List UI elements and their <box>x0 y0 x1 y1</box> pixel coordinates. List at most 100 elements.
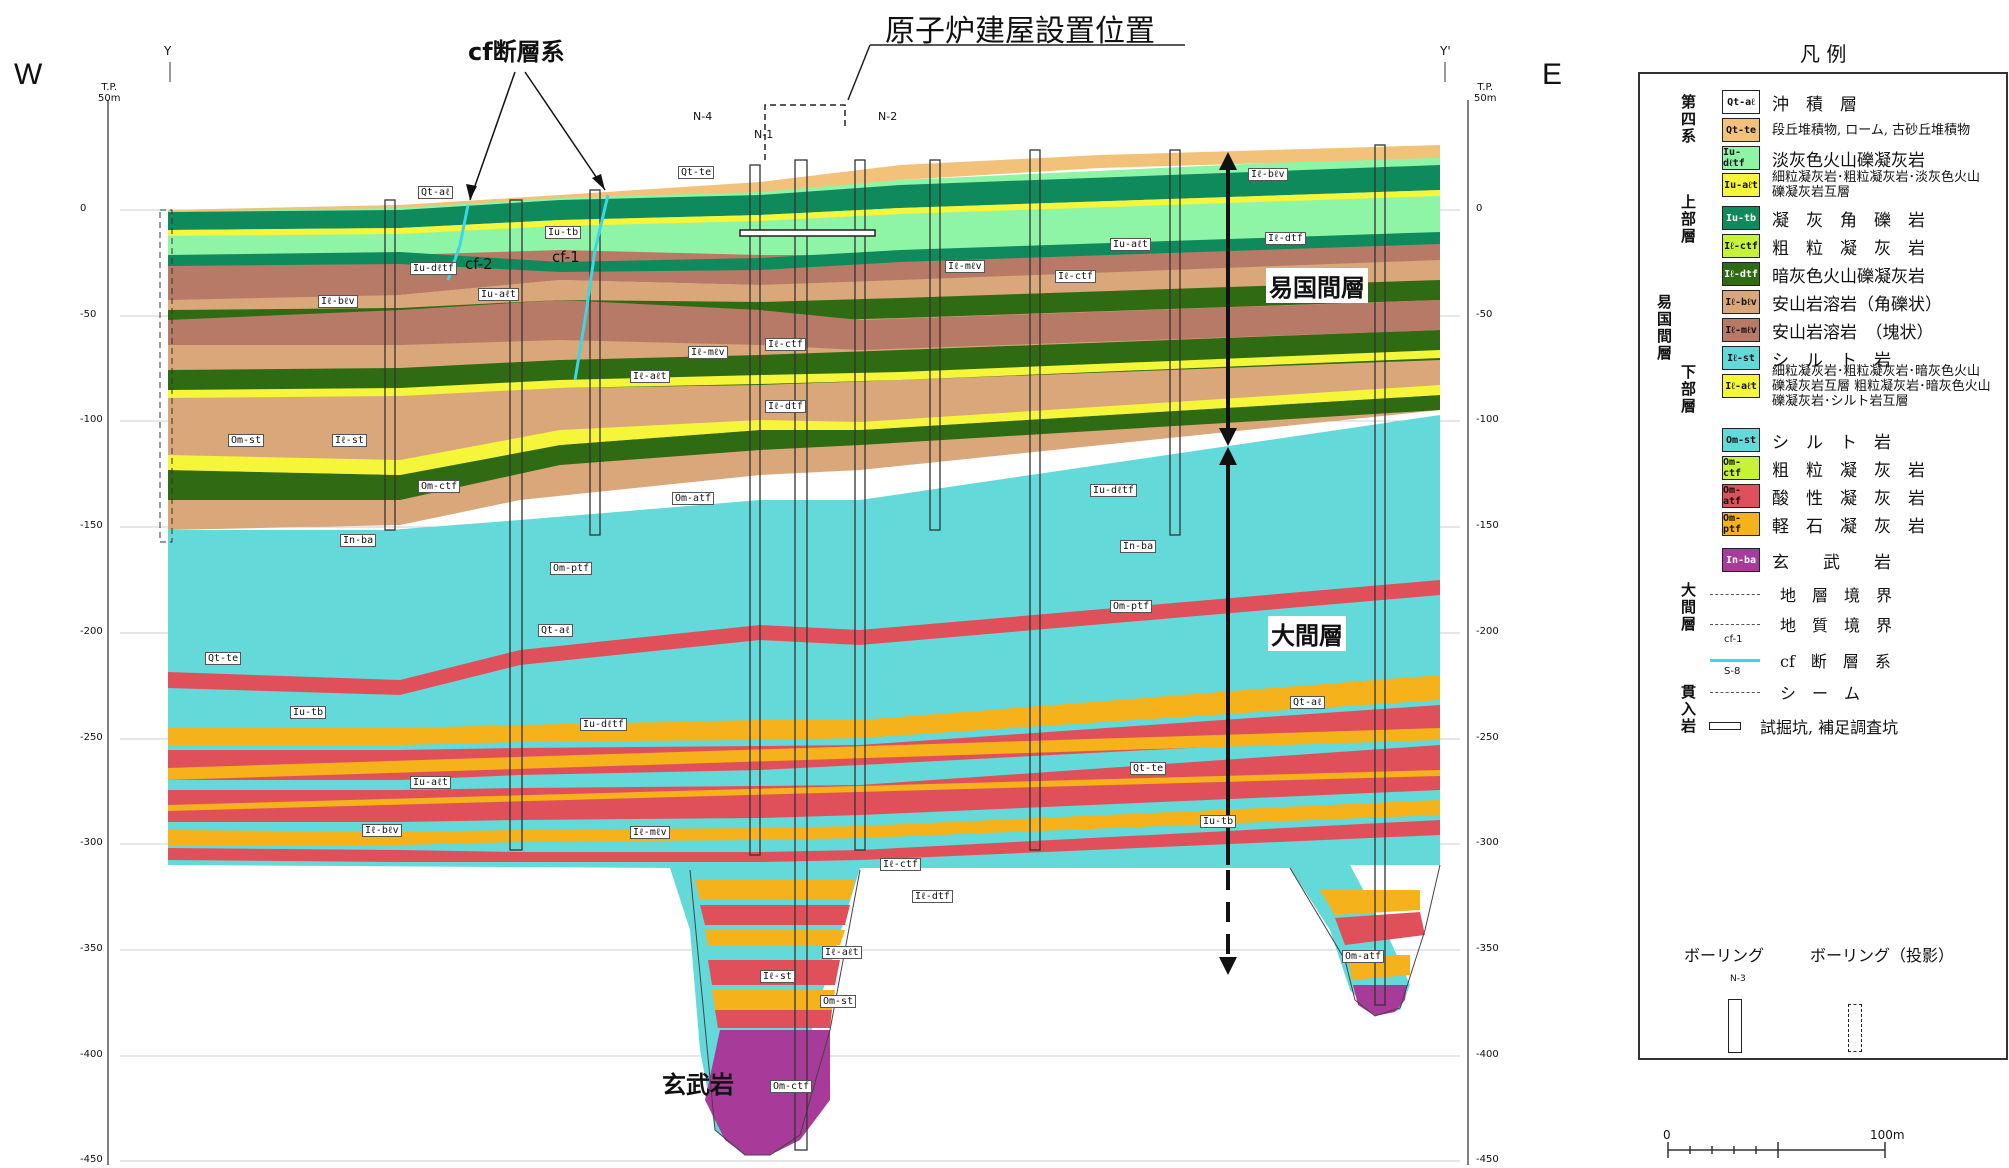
unit-tag: Qt-aℓ <box>418 186 453 199</box>
east-label: E <box>1542 58 1563 91</box>
legend-group-upper: 上部層 <box>1679 194 1697 245</box>
ekokuma-thickness-arrow <box>1219 152 1237 446</box>
legend-item: Qt-aℓ 沖 積 層 <box>1722 88 1857 116</box>
unit-tag: Qt-te <box>678 166 715 179</box>
scale-bar <box>1667 1142 1886 1158</box>
unit-tag: Iu-dℓtf <box>580 718 627 731</box>
unit-tag: Iℓ-mℓv <box>945 260 985 273</box>
unit-tag: Iu-aℓt <box>478 288 519 301</box>
legend-label: 粗 粒 凝 灰 岩 <box>1772 238 1925 259</box>
legend-item: Iu-aℓt 細粒凝灰岩･粗粒凝灰岩･淡灰色火山礫凝灰岩互層 <box>1722 170 1992 200</box>
unit-tag: In-ba <box>1120 540 1157 553</box>
trough-east-bands <box>1320 890 1420 915</box>
oma-band-6 <box>168 770 1440 811</box>
unit-tag: Iu-tb <box>1200 815 1237 828</box>
left-tick-label: -400 <box>80 1049 103 1060</box>
unit-tag: Iℓ-mℓv <box>688 346 728 359</box>
legend-line-symbol <box>1710 691 1760 693</box>
legend-swatch: Qt-aℓ <box>1722 90 1760 114</box>
right-tick-label: -300 <box>1476 837 1499 848</box>
left-tick-label: -150 <box>80 520 103 531</box>
legend-item: Om-ctf 粗 粒 凝 灰 岩 <box>1722 454 1925 482</box>
legend-label: 安山岩溶岩（角礫状） <box>1772 294 1942 315</box>
unit-tag: Om-ptf <box>550 562 593 575</box>
legend-title: 凡 例 <box>1800 42 1847 66</box>
basalt-body-center <box>705 1030 830 1155</box>
legend-item: Om-st シ ル ト 岩 <box>1722 426 1891 454</box>
unit-tag: Iℓ-bℓv <box>318 295 358 308</box>
legend-line-symbol <box>1710 623 1760 625</box>
unit-tag: Iℓ-mℓv <box>630 826 670 839</box>
legend-swatch: Iu-tb <box>1722 206 1760 230</box>
ekokuma-formation-label: 易国間層 <box>1266 268 1368 303</box>
legend-borehole-icon <box>1728 999 1742 1053</box>
tuff-breccia-band-1 <box>168 165 1440 230</box>
unit-tag: Om-atf <box>1342 950 1385 963</box>
legend-swatch: Iu-dℓtf <box>1722 146 1760 170</box>
oma-thickness-arrow <box>1219 447 1237 975</box>
dark-tuff-band-2 <box>168 330 1440 395</box>
right-tick-label: 0 <box>1476 203 1483 214</box>
unit-tag: Om-ctf <box>770 1080 813 1093</box>
legend-line-symbol <box>1709 722 1741 730</box>
legend-item: Iu-dℓtf 淡灰色火山礫凝灰岩 <box>1722 144 1925 172</box>
oma-band-2 <box>168 675 1440 745</box>
borehole-n1-label: N-1 <box>754 128 774 141</box>
legend-group-oma: 大間層 <box>1679 582 1697 633</box>
legend-label: 粗 粒 凝 灰 岩 <box>1772 460 1925 481</box>
legend-swatch: In-ba <box>1722 548 1760 572</box>
unit-tag: Iu-tb <box>290 706 327 719</box>
left-projection-frame <box>159 209 173 543</box>
legend-line-item: 地 層 境 界 <box>1710 582 1892 606</box>
right-tick-label: -200 <box>1476 626 1499 637</box>
unit-tag: Iℓ-aℓt <box>822 946 862 959</box>
right-tick-label: -400 <box>1476 1049 1499 1060</box>
legend-label: シ ル ト 岩 <box>1772 432 1891 453</box>
right-axis-unit: T.P. 50m <box>1474 82 1497 104</box>
left-tick-label: -50 <box>80 309 97 320</box>
unit-tag: Iℓ-aℓt <box>630 370 670 383</box>
legend-line-symbol <box>1710 658 1760 662</box>
legend-borehole-projected-icon <box>1848 1004 1862 1052</box>
terrace-deposit <box>168 145 1440 212</box>
legend-item: Iu-tb 凝 灰 角 礫 岩 <box>1722 204 1925 232</box>
scale-start: 0 <box>1663 1128 1671 1142</box>
dark-tuff-band-3 <box>168 395 1440 500</box>
right-tick-label: -150 <box>1476 520 1499 531</box>
right-tick-label: -450 <box>1476 1154 1499 1165</box>
left-tick-label: -250 <box>80 732 103 743</box>
legend-swatch: Om-atf <box>1722 484 1760 508</box>
scale-end: 100m <box>1870 1128 1905 1142</box>
unit-tag: Iℓ-dtf <box>765 400 806 413</box>
title-leader <box>847 44 871 101</box>
legend-swatch: Iℓ-bℓv <box>1722 290 1760 314</box>
fault-system-label: cf断層系 <box>468 38 565 66</box>
legend-line-item: シ ー ム S-8 <box>1710 666 1861 704</box>
unit-tag: Iℓ-dtf <box>912 890 953 903</box>
legend-swatch: Iℓ-dtf <box>1722 262 1760 286</box>
trough-band-6 <box>715 1010 832 1028</box>
legend-label: 安山岩溶岩 （塊状） <box>1772 322 1934 343</box>
arrowhead-cf2 <box>466 184 477 200</box>
right-tick-label: -350 <box>1476 943 1499 954</box>
legend-line-label: シ ー ム <box>1780 684 1861 703</box>
unit-tag: Qt-te <box>205 652 242 665</box>
west-label: W <box>14 58 43 91</box>
legend-item: Om-atf 酸 性 凝 灰 岩 <box>1722 482 1925 510</box>
left-section-end: Y <box>164 44 172 58</box>
legend-borehole-projected-label: ボーリング（投影） <box>1810 946 1955 965</box>
unit-tag: Iu-dℓtf <box>1090 484 1137 497</box>
unit-tag: Iℓ-bℓv <box>1248 168 1288 181</box>
reactor-position-title: 原子炉建屋設置位置 <box>885 14 1155 49</box>
legend-label: シ ル ト 岩 <box>1772 350 1891 371</box>
oma-band-8 <box>168 820 1440 862</box>
oma-band-4 <box>168 728 1440 780</box>
left-tick-label: -200 <box>80 626 103 637</box>
trough-bands <box>695 880 855 900</box>
legend-label: 凝 灰 角 礫 岩 <box>1772 210 1925 231</box>
right-tick-label: -50 <box>1476 309 1493 320</box>
unit-tag: Om-ptf <box>1110 600 1153 613</box>
legend-swatch: Iℓ-aℓt <box>1722 374 1760 398</box>
reactor-building-outline <box>764 104 846 160</box>
legend-swatch: Qt-te <box>1722 118 1760 142</box>
